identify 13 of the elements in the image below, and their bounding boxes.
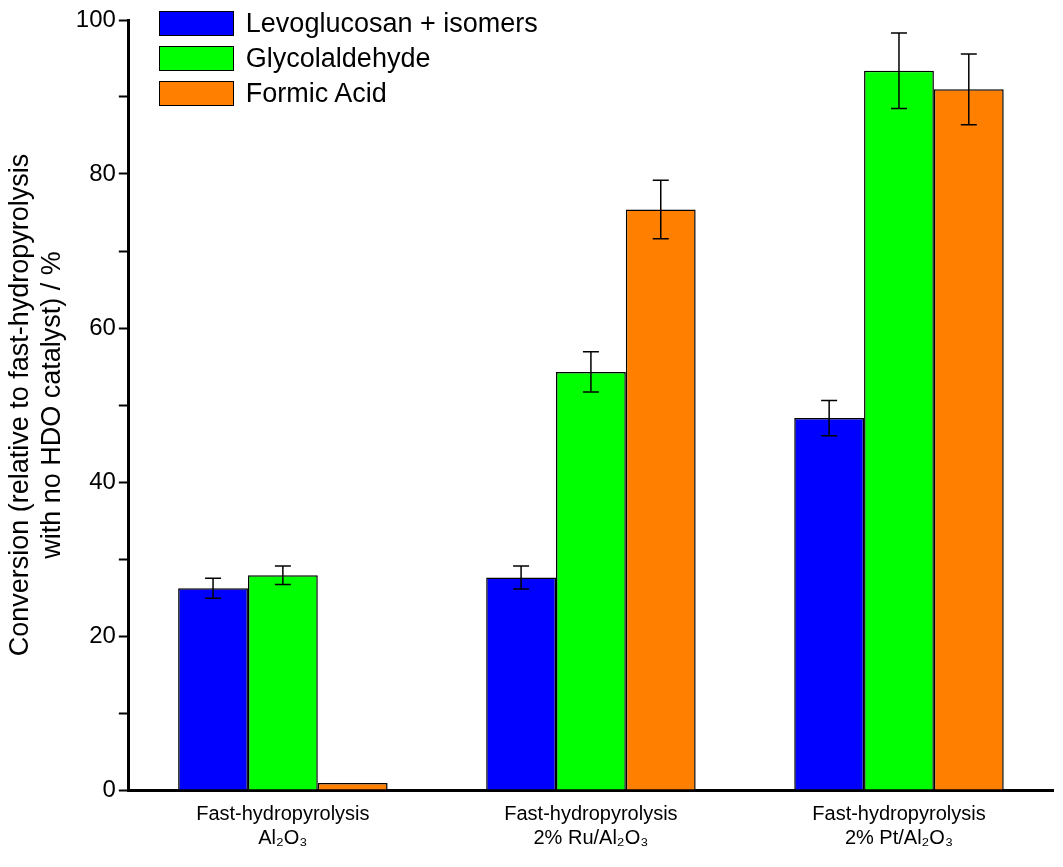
- x-tick-label: Fast-hydropyrolysis 2% Pt/Al₂O₃: [812, 801, 986, 848]
- y-tick-label: 100: [75, 4, 116, 32]
- y-tick-label: 60: [89, 312, 116, 340]
- y-tick-label: 40: [89, 466, 116, 494]
- y-tick-label: 20: [89, 620, 116, 648]
- y-axis-title: Conversion (relative to fast-hydropyrolysis with no HDO catalyst) / %: [3, 153, 67, 657]
- x-tick-label: Fast-hydropyrolysis 2% Ru/Al₂O₃: [504, 801, 678, 848]
- legend-label: Levoglucosan + isomers: [245, 8, 538, 39]
- legend-label: Formic Acid: [245, 78, 387, 109]
- x-tick-label: Fast-hydropyrolysis Al₂O₃: [196, 801, 370, 848]
- y-tick-label: 80: [89, 158, 116, 186]
- y-tick-label: 0: [102, 774, 116, 802]
- legend-label: Glycolaldehyde: [245, 43, 431, 74]
